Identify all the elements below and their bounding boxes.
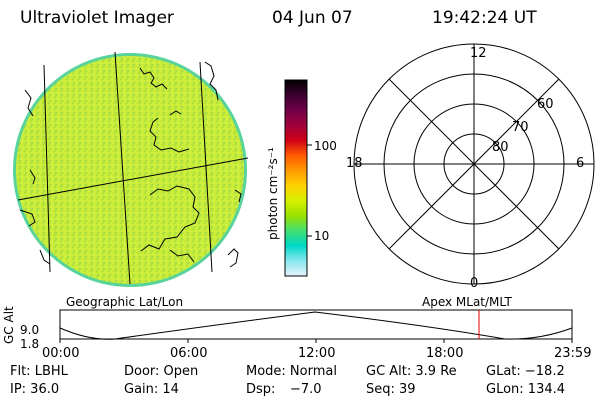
polar-lat-60: 60 (537, 97, 554, 112)
status-gc-alt: GC Alt: 3.9 Re (366, 364, 457, 379)
lat-line (17, 157, 249, 201)
status-dsp-label: Dsp: (246, 382, 276, 397)
colorbar-label-10: 10 (314, 229, 330, 243)
colorbar-rect (284, 79, 308, 277)
polar-lat-70: 70 (512, 120, 529, 135)
time-label: 19:42:24 UT (432, 8, 537, 28)
date-label: 04 Jun 07 (272, 8, 353, 28)
polar-hour-0: 0 (470, 276, 479, 291)
timeline-frame (59, 309, 573, 340)
coastlines (19, 61, 242, 268)
polar-plot (353, 43, 595, 285)
polar-lat-80: 80 (492, 140, 509, 155)
polar-hour-12: 12 (470, 46, 487, 61)
status-door: Door: Open (124, 364, 199, 379)
polar-hour-18: 18 (346, 156, 363, 171)
timeline-y-tick-bottom: 1.8 (20, 337, 40, 351)
x-label-1: 06:00 (170, 346, 208, 361)
image-disk (16, 56, 244, 284)
status-flt: Flt: LBHL (10, 364, 68, 379)
uv-image (13, 51, 249, 287)
status-glat: GLat: −18.2 (486, 364, 565, 379)
x-label-0: 00:00 (42, 346, 80, 361)
colorbar-label-100: 100 (314, 139, 337, 153)
status-dsp-value: −7.0 (290, 382, 322, 397)
x-label-2: 12:00 (298, 346, 336, 361)
lon-line-1 (43, 64, 51, 273)
status-mode: Mode: Normal (246, 364, 337, 379)
status-ip: IP: 36.0 (10, 382, 60, 397)
timeline-left-title: Geographic Lat/Lon (66, 295, 184, 309)
timeline-y-tick-top: 9.0 (20, 323, 40, 337)
status-glon: GLon: 134.4 (486, 382, 566, 397)
x-label-4: 23:59 (554, 346, 592, 361)
lon-line-3 (199, 61, 213, 273)
timeline-plot (59, 309, 573, 343)
lon-line-2 (114, 51, 131, 285)
status-seq: Seq: 39 (366, 382, 416, 397)
colorbar (284, 79, 312, 277)
polar-diagonal-2 (388, 78, 560, 250)
timeline-axis-label: GC Alt (2, 306, 16, 344)
x-label-3: 18:00 (426, 346, 464, 361)
colorbar-unit: photon cm⁻²s⁻¹ (266, 147, 280, 240)
instrument-title: Ultraviolet Imager (20, 8, 174, 28)
status-gain: Gain: 14 (124, 382, 179, 397)
timeline-right-title: Apex MLat/MLT (422, 295, 512, 309)
polar-hour-6: 6 (576, 156, 585, 171)
altitude-curve (59, 311, 573, 340)
